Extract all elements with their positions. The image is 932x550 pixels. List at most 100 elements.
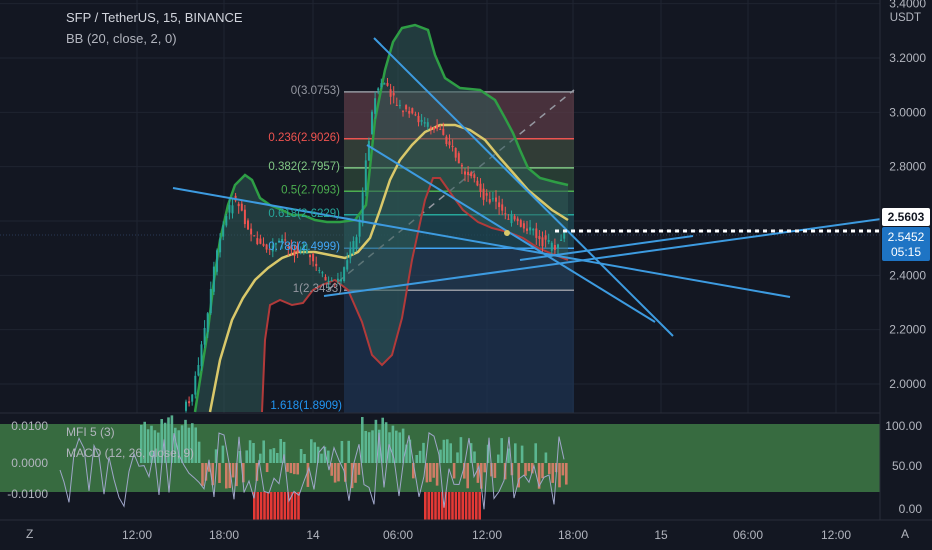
macd-bar-neg <box>475 492 478 520</box>
macd-bar <box>323 446 327 463</box>
candle-body <box>519 220 522 227</box>
macd-bar-neg <box>461 492 464 520</box>
trend-line <box>519 235 694 261</box>
candle-body <box>318 269 321 271</box>
candle-body <box>402 111 404 113</box>
candle-body <box>358 219 361 237</box>
candle-body <box>445 136 448 144</box>
price-tick-label: 3.2000 <box>889 51 926 65</box>
macd-bar <box>361 416 364 463</box>
macd-bar-neg <box>427 492 430 520</box>
macd-bar <box>473 451 476 463</box>
macd-bar <box>398 432 401 463</box>
macd-bar <box>548 463 551 475</box>
macd-bar-neg <box>263 492 266 520</box>
candle-body <box>194 375 197 395</box>
bb-legend[interactable]: BB (20, close, 2, 0) <box>66 31 177 46</box>
anchor-dot <box>504 230 510 236</box>
bb-upper-line <box>193 23 569 413</box>
macd-bar-neg <box>454 492 458 520</box>
candle-body <box>485 193 488 196</box>
fib-level-label: 0.5(2.7093) <box>281 184 340 196</box>
candle-body <box>467 171 470 176</box>
time-axis[interactable]: 12:00 18:00 14 06:00 12:00 18:00 15 06:00 12:00 <box>0 519 932 542</box>
candle-body <box>553 245 556 250</box>
macd-bar <box>310 439 313 463</box>
macd-bar <box>531 463 534 474</box>
mfi-legend[interactable]: MFI 5 (3) <box>66 425 115 439</box>
auto-scale-z-button[interactable]: Z <box>26 527 34 541</box>
candle-body <box>287 246 290 248</box>
candle-body <box>237 203 240 207</box>
macd-bar <box>527 463 531 472</box>
candle-body <box>361 192 364 224</box>
trendlines[interactable] <box>172 37 932 337</box>
macd-bar <box>160 419 163 463</box>
fib-level-label: 1.618(1.8909) <box>270 400 342 412</box>
auto-scale-a-button[interactable]: A <box>901 527 910 541</box>
macd-bar <box>391 425 395 463</box>
macd-bar-neg <box>441 492 444 520</box>
macd-bar <box>214 449 218 463</box>
candle-body <box>271 245 274 252</box>
time-tick-label: 12:00 <box>472 528 502 542</box>
macd-legend[interactable]: MACD (12, 26, close, 9) <box>66 446 195 460</box>
macd-bar <box>534 443 537 463</box>
macd-bar <box>371 430 374 463</box>
candle-body <box>454 148 457 158</box>
macd-bar <box>558 463 561 488</box>
candle-body <box>560 239 563 241</box>
candle-body <box>268 248 271 250</box>
candle-body <box>457 153 460 164</box>
macd-bar <box>313 442 316 463</box>
macd-bar <box>289 463 293 474</box>
macd-bar <box>211 463 214 486</box>
candle-body <box>321 272 324 274</box>
macd-bar <box>276 452 279 463</box>
macd-bar <box>187 427 191 463</box>
candle-body <box>206 313 209 332</box>
fibonacci-labels: 0(3.0753) 0.236(2.9026) 0.382(2.7957) 0.5(2… <box>268 85 342 412</box>
indicator-right-tick: 100.00 <box>885 419 922 433</box>
macd-bar <box>231 463 235 478</box>
candle-body <box>349 248 352 259</box>
candle-body <box>529 227 532 231</box>
macd-bar <box>435 463 439 486</box>
macd-bar <box>265 463 269 473</box>
macd-bar <box>327 450 330 463</box>
bb-lower-line <box>261 177 569 413</box>
candle-body <box>442 128 445 135</box>
candle-body <box>482 188 485 200</box>
macd-bar-neg <box>478 492 481 520</box>
candle-body <box>290 245 293 250</box>
macd-bar <box>279 438 282 463</box>
macd-bar-neg <box>256 492 259 520</box>
symbol-legend[interactable]: SFP / TetherUS, 15, BINANCE <box>66 10 243 25</box>
candle-body <box>371 111 373 135</box>
macd-bar <box>221 445 225 463</box>
candle-body <box>305 249 308 253</box>
macd-bar <box>422 442 425 463</box>
candle-body <box>429 127 432 129</box>
candle-body <box>488 199 491 203</box>
candle-body <box>491 198 494 200</box>
macd-bar-neg <box>287 492 290 520</box>
trend-line <box>323 211 932 297</box>
candle-body <box>228 204 231 213</box>
candle-body <box>262 243 265 246</box>
macd-bar <box>384 422 388 463</box>
candle-body <box>367 141 370 161</box>
macd-bar <box>374 419 378 463</box>
price-axis[interactable]: 3.40003.20003.00002.80002.60002.40002.20… <box>7 0 932 550</box>
candle-body <box>281 238 284 242</box>
macd-bar <box>561 463 565 476</box>
time-tick-label: 12:00 <box>122 528 152 542</box>
indicator-left-tick: -0.0100 <box>7 487 48 501</box>
candle-body <box>309 254 311 258</box>
macd-bar-neg <box>464 492 468 520</box>
time-tick-label: 18:00 <box>558 528 588 542</box>
macd-bar <box>524 463 527 476</box>
macd-bar <box>554 463 558 473</box>
macd-bar <box>463 463 466 479</box>
